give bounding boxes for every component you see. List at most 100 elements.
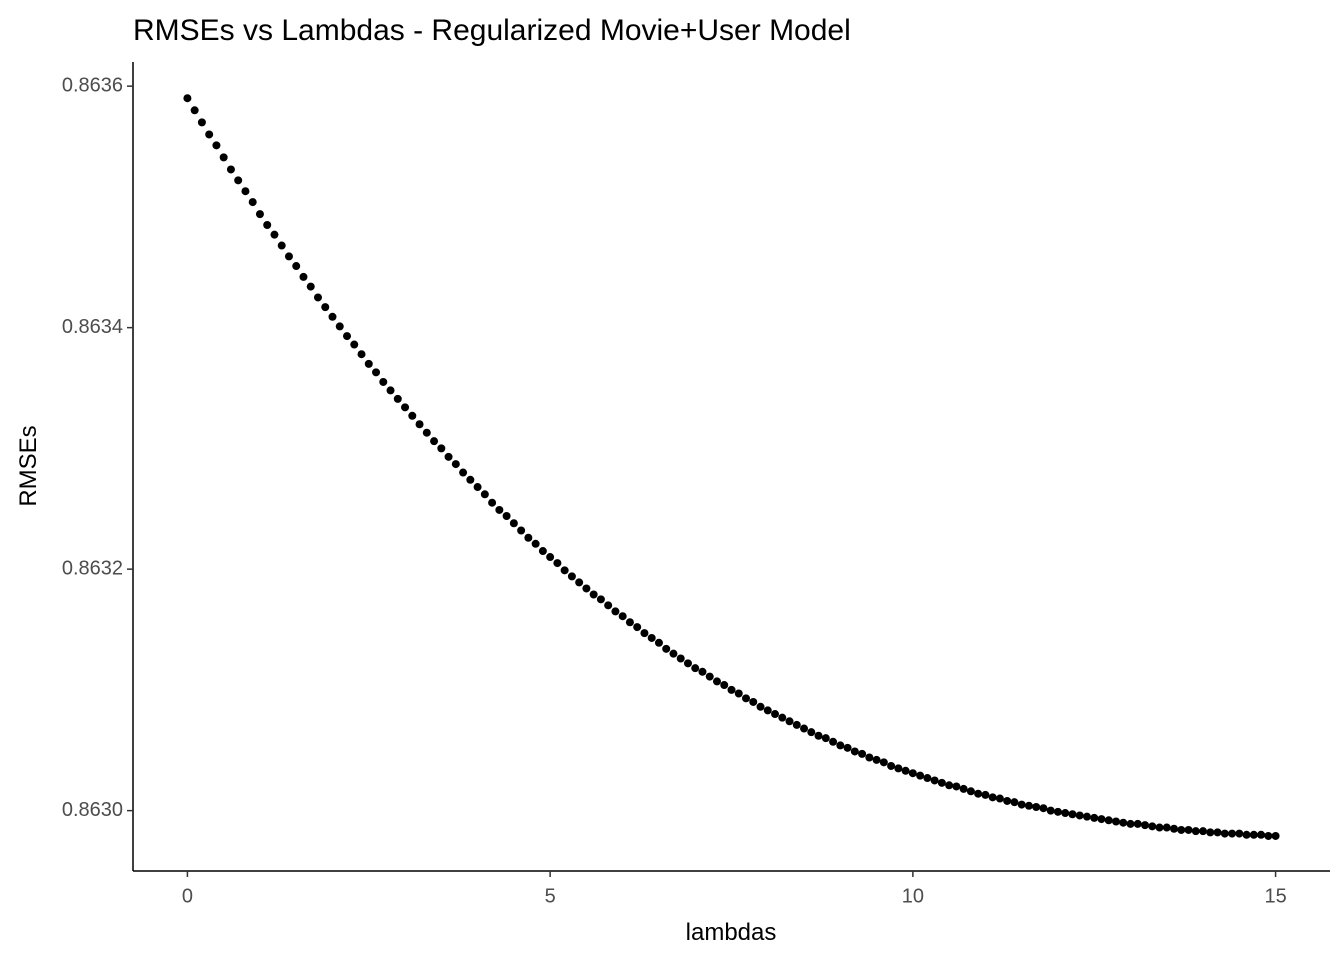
point — [263, 221, 272, 230]
point — [575, 578, 584, 587]
point — [850, 747, 859, 756]
point — [277, 241, 286, 250]
point — [778, 713, 787, 722]
point — [1271, 831, 1280, 840]
point — [1024, 801, 1033, 810]
point — [683, 659, 692, 668]
point — [241, 187, 250, 196]
point — [313, 293, 322, 302]
point — [386, 386, 395, 395]
point — [1257, 830, 1266, 839]
y-axis-title: RMSEs — [15, 425, 42, 506]
point — [553, 559, 562, 568]
point — [393, 394, 402, 403]
point — [742, 694, 751, 703]
point — [226, 165, 235, 174]
point — [640, 629, 649, 638]
point — [1162, 823, 1171, 832]
point — [567, 572, 576, 581]
x-tick-label: 10 — [902, 885, 924, 907]
point — [829, 737, 838, 746]
point — [466, 475, 475, 484]
point — [582, 584, 591, 593]
point — [843, 743, 852, 752]
point — [966, 787, 975, 796]
point — [763, 706, 772, 715]
point — [212, 141, 221, 150]
y-tick-label: 0.8636 — [62, 74, 123, 96]
point — [350, 340, 359, 349]
point — [1148, 822, 1157, 831]
point — [219, 153, 228, 162]
point — [785, 717, 794, 726]
point — [401, 403, 410, 412]
point — [952, 782, 961, 791]
x-axis-title: lambdas — [686, 919, 777, 946]
point — [981, 790, 990, 799]
point — [408, 411, 417, 420]
point — [517, 526, 526, 535]
point — [887, 761, 896, 770]
point — [1104, 816, 1113, 825]
point — [1126, 819, 1135, 828]
point — [720, 681, 729, 690]
point — [292, 262, 301, 271]
point — [1053, 807, 1062, 816]
point — [437, 444, 446, 453]
point — [321, 303, 330, 312]
point — [531, 539, 540, 548]
point — [488, 498, 497, 507]
point — [669, 649, 678, 658]
point — [299, 272, 308, 281]
point — [676, 654, 685, 663]
point — [872, 755, 881, 764]
point — [901, 766, 910, 775]
point — [1213, 828, 1222, 837]
point — [771, 710, 780, 719]
point — [205, 130, 214, 139]
y-tick-label: 0.8632 — [62, 557, 123, 579]
point — [734, 689, 743, 698]
point — [908, 769, 917, 778]
point — [234, 176, 243, 185]
point — [611, 607, 620, 616]
point — [749, 697, 758, 706]
point — [945, 781, 954, 790]
point — [618, 612, 627, 621]
x-tick-label: 15 — [1264, 885, 1286, 907]
point — [502, 512, 511, 521]
x-tick-label: 5 — [545, 885, 556, 907]
point — [480, 490, 489, 499]
point — [190, 106, 199, 115]
point — [727, 685, 736, 694]
point — [357, 350, 366, 359]
point — [756, 702, 765, 711]
point — [712, 677, 721, 686]
point — [1177, 825, 1186, 834]
point — [923, 774, 932, 783]
point — [1141, 821, 1150, 830]
point — [1228, 829, 1237, 838]
point — [930, 776, 939, 785]
point — [604, 601, 613, 610]
point — [959, 784, 968, 793]
point — [1003, 796, 1012, 805]
point — [625, 618, 634, 627]
point — [1199, 827, 1208, 836]
point — [1111, 817, 1120, 826]
point — [1191, 827, 1200, 836]
point — [1061, 809, 1070, 818]
point — [415, 420, 424, 429]
x-tick-label: 0 — [182, 885, 193, 907]
point — [705, 672, 714, 681]
point — [524, 533, 533, 542]
y-tick-label: 0.8634 — [62, 316, 123, 338]
point — [894, 764, 903, 773]
point — [937, 778, 946, 787]
point — [879, 758, 888, 767]
point — [183, 94, 192, 103]
point — [698, 667, 707, 676]
point — [988, 793, 997, 802]
